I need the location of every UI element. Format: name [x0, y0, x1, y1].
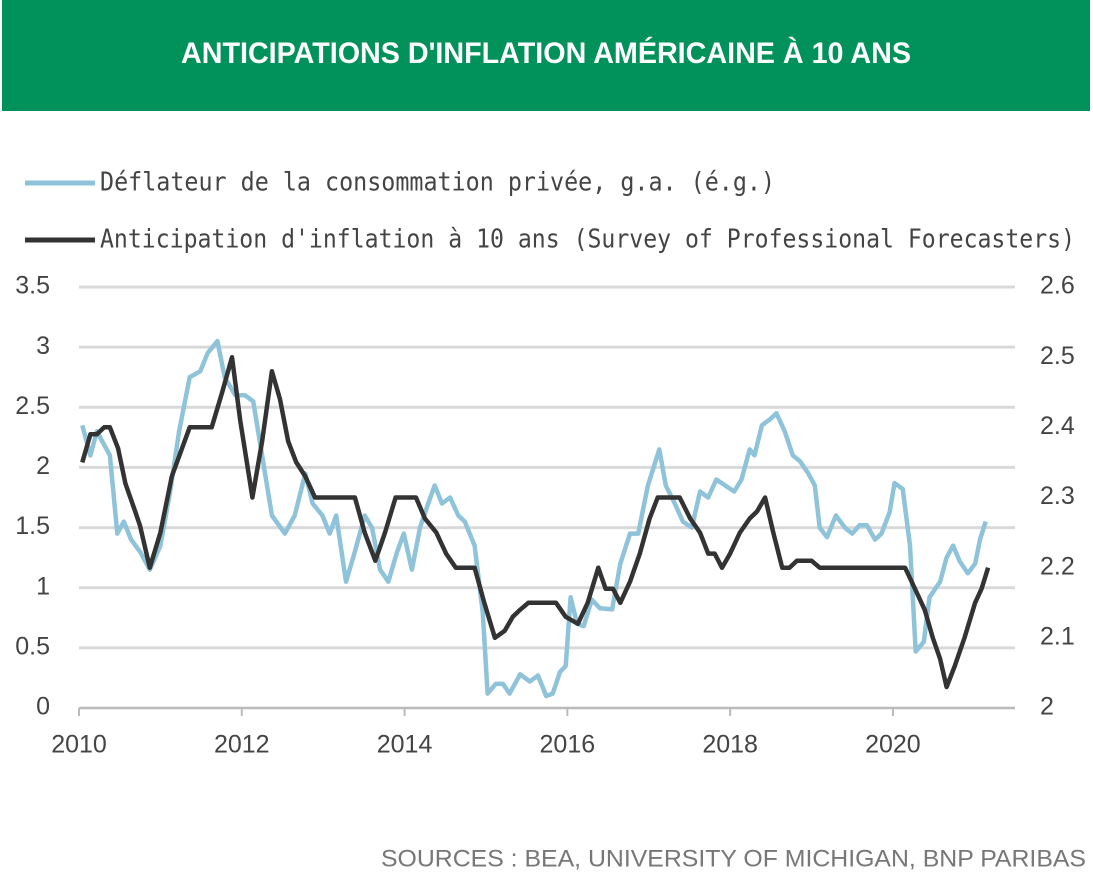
y-tick-label: 0.5	[15, 632, 50, 660]
y2-tick-label: 2.3	[1040, 482, 1075, 510]
y2-tick-label: 2.4	[1040, 412, 1075, 440]
y-tick-label: 3	[36, 332, 50, 360]
y-tick-label: 3.5	[15, 272, 50, 300]
source: SOURCES : BEA, UNIVERSITY OF MICHIGAN, B…	[381, 845, 1086, 872]
legend-label: Anticipation d'inflation à 10 ans (Surve…	[100, 225, 1075, 255]
y-tick-label: 1	[36, 572, 50, 600]
y2-tick-label: 2.1	[1040, 622, 1075, 650]
y-tick-label: 2.5	[15, 392, 50, 420]
chart-title: ANTICIPATIONS D'INFLATION AMÉRICAINE À 1…	[181, 36, 911, 70]
x-tick-label: 2014	[377, 731, 433, 759]
y2-tick-label: 2.2	[1040, 552, 1075, 580]
x-tick-label: 2016	[540, 731, 596, 759]
legend-label: Déflateur de la consommation privée, g.a…	[100, 168, 775, 198]
y2-tick-label: 2	[1040, 693, 1054, 721]
y-tick-label: 2	[36, 452, 50, 480]
x-tick-label: 2018	[702, 731, 758, 759]
series-line	[80, 338, 988, 699]
y2-tick-label: 2.6	[1040, 272, 1075, 300]
x-tick-label: 2020	[865, 731, 921, 759]
y2-tick-label: 2.5	[1040, 342, 1075, 370]
y-tick-label: 0	[36, 693, 50, 721]
x-tick-label: 2010	[51, 731, 107, 759]
x-tick-label: 2012	[214, 731, 270, 759]
title-band	[2, 0, 1090, 111]
series-line	[80, 354, 991, 690]
y-tick-label: 1.5	[15, 512, 50, 540]
